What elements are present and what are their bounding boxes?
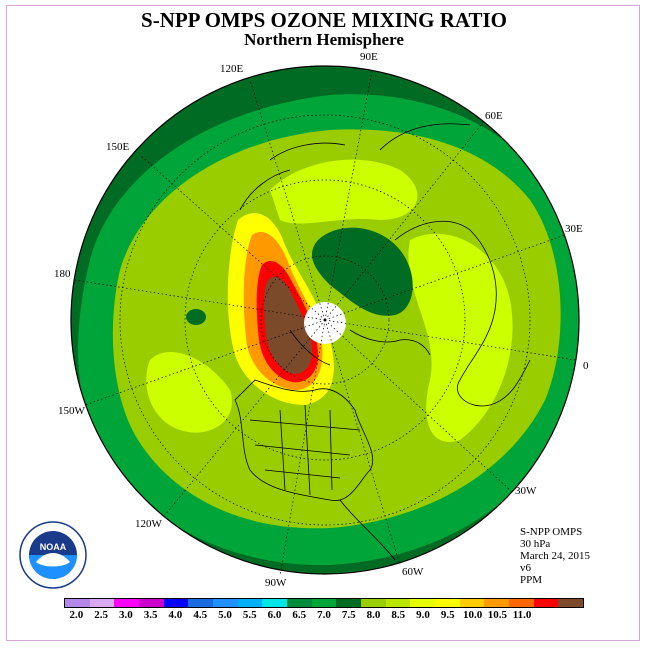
colorbar-segment (65, 599, 90, 607)
colorbar (64, 598, 584, 608)
colorbar-segment (311, 599, 337, 607)
lon-label-0: 0 (583, 360, 589, 372)
colorbar-tick-label: 6.0 (267, 609, 282, 621)
colorbar-segment (188, 599, 214, 607)
info-version: v6 (520, 562, 531, 574)
info-date: March 24, 2015 (520, 550, 590, 562)
noaa-logo-text: NOAA (40, 542, 67, 552)
colorbar-segment (163, 599, 189, 607)
latitude-circles (119, 114, 531, 526)
colorbar-segment (509, 599, 534, 607)
lon-label-90e: 90E (360, 51, 378, 63)
colorbar-segment (385, 599, 411, 607)
lon-label-60w: 60W (402, 566, 424, 578)
colorbar-tick-label: 6.5 (292, 609, 307, 621)
colorbar-segment (410, 599, 436, 607)
colorbar-tick-label: 11.0 (512, 609, 532, 621)
colorbar-tick-label: 2.0 (69, 609, 84, 621)
lon-label-120e: 120E (220, 63, 244, 75)
colorbar-segment (558, 599, 584, 607)
info-instrument: S-NPP OMPS (520, 526, 583, 538)
field-yellow-green-east (408, 233, 513, 442)
colorbar-segment (213, 599, 238, 607)
colorbar-tick-label: 3.5 (143, 609, 158, 621)
field-yellow-green-west (146, 351, 232, 433)
colorbar-tick-label: 5.5 (242, 609, 257, 621)
map-subtitle: Northern Hemisphere (244, 30, 404, 49)
colorbar-segment (459, 599, 485, 607)
map-title: S-NPP OMPS OZONE MIXING RATIO (141, 8, 507, 32)
lon-label-60e: 60E (485, 110, 503, 122)
colorbar-segment (336, 599, 362, 607)
colorbar-segment (484, 599, 510, 607)
longitude-labels: 120E 90E 60E 150E 30E 180 0 150W 30W 120… (54, 51, 589, 589)
colorbar-tick-label: 5.0 (218, 609, 232, 621)
noaa-logo-icon: NOAA (19, 521, 87, 589)
info-units: PPM (520, 574, 543, 586)
colorbar-ticks: 2.0 2.5 3.0 3.5 4.0 4.5 5.0 5.5 6.0 6.5 7.0 7.5 8.0 8… (0, 609, 648, 623)
colorbar-segment (114, 599, 140, 607)
colorbar-segment (287, 599, 312, 607)
colorbar-tick-label: 8.0 (366, 609, 381, 621)
lon-label-150w: 150W (58, 405, 86, 417)
colorbar-tick-label: 9.0 (416, 609, 430, 621)
colorbar-tick-label: 7.0 (317, 609, 331, 621)
info-level: 30 hPa (520, 538, 551, 550)
map-boundary (70, 65, 580, 575)
field-yellow-green-north (270, 159, 418, 224)
colorbar-tick-label: 4.5 (193, 609, 208, 621)
colorbar-tick-label: 9.5 (440, 609, 455, 621)
colorbar-tick-label: 4.0 (168, 609, 183, 621)
lon-label-150e: 150E (106, 141, 130, 153)
field-green-spot (186, 309, 206, 325)
colorbar-tick-label: 8.5 (391, 609, 406, 621)
lon-label-180: 180 (54, 268, 71, 280)
colorbar-tick-label: 10.5 (487, 609, 507, 621)
lon-label-30e: 30E (565, 223, 583, 235)
coastlines (234, 123, 531, 561)
lon-label-90w: 90W (265, 577, 287, 589)
colorbar-segment (139, 599, 164, 607)
colorbar-tick-label: 3.0 (119, 609, 133, 621)
figure-frame (6, 5, 640, 641)
colorbar-segment (262, 599, 288, 607)
colorbar-segment (89, 599, 115, 607)
lon-label-120w: 120W (135, 518, 163, 530)
field-brown (264, 276, 313, 374)
colorbar-segment (361, 599, 386, 607)
colorbar-tick-label: 10.0 (462, 609, 483, 621)
meridians (74, 70, 576, 576)
colorbar-segment (237, 599, 263, 607)
colorbar-segment (435, 599, 460, 607)
pole-no-data (304, 302, 346, 344)
colorbar-tick-label: 2.5 (94, 609, 109, 621)
colorbar-segment (533, 599, 559, 607)
field-vortex-dark-green (311, 227, 413, 316)
lon-label-30w: 30W (515, 485, 537, 497)
colorbar-tick-label: 7.5 (341, 609, 356, 621)
info-block: S-NPP OMPS 30 hPa March 24, 2015 v6 PPM (520, 526, 590, 586)
